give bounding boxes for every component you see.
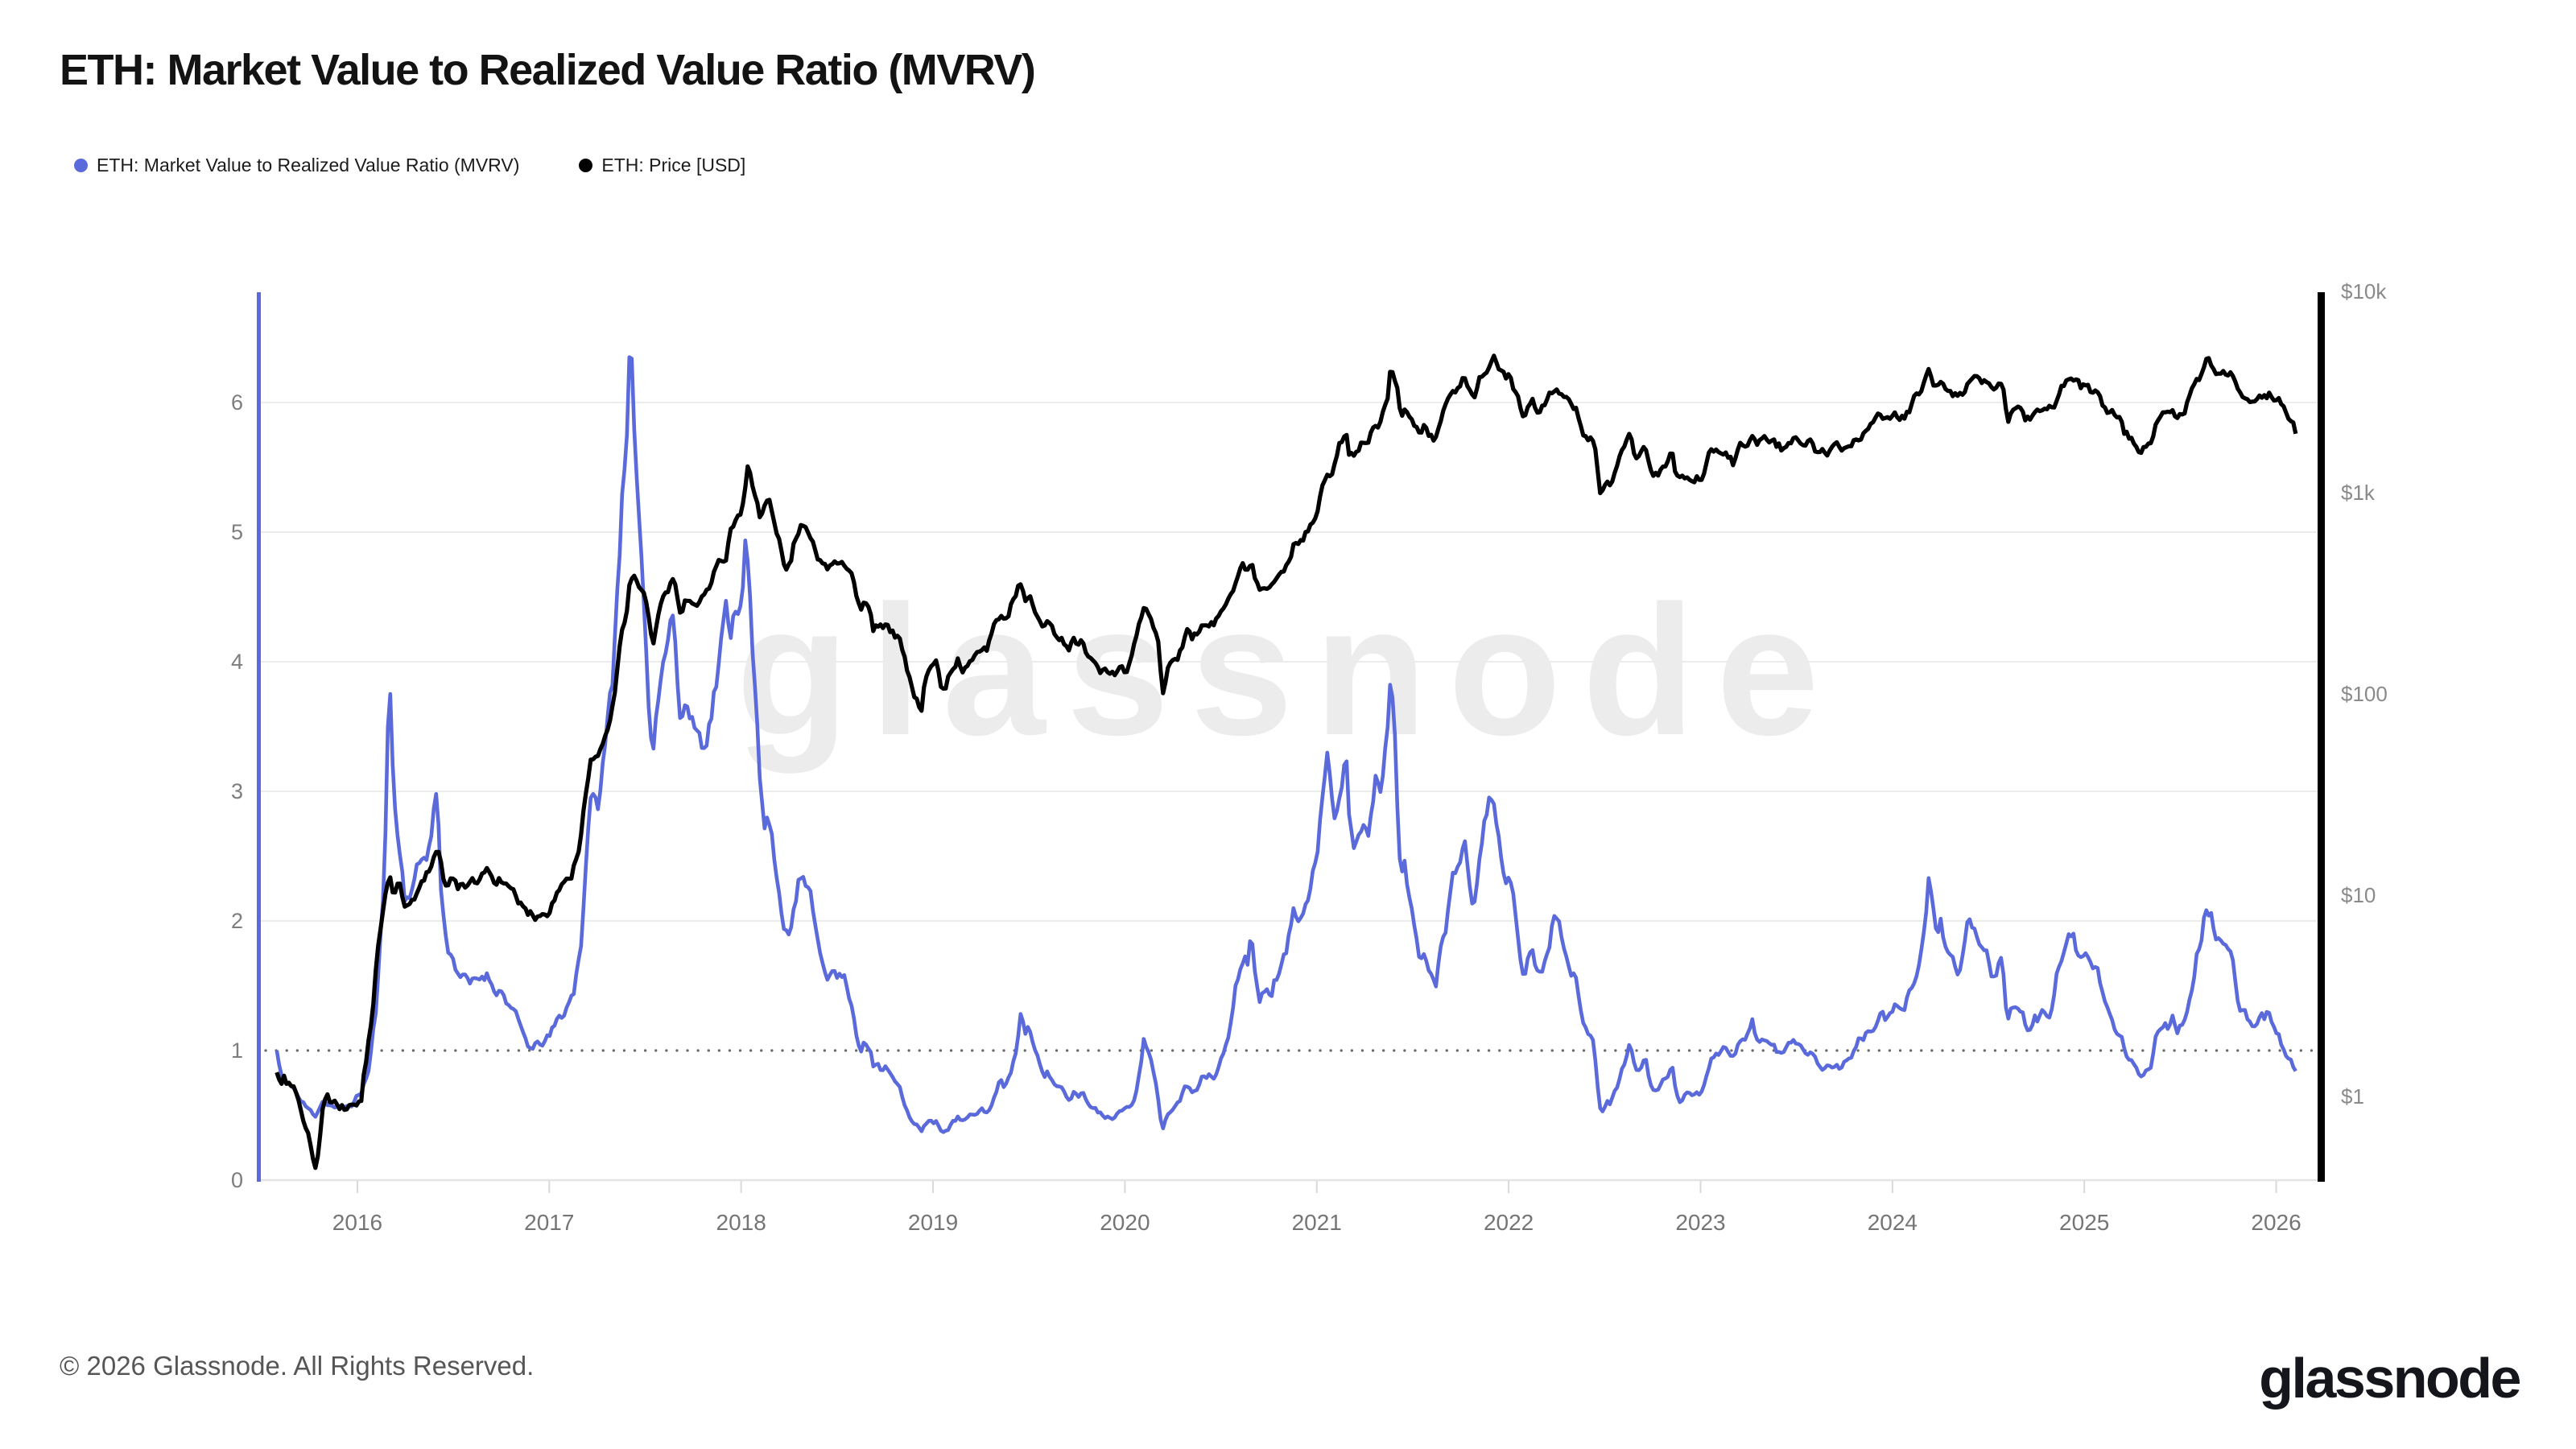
chart-title: ETH: Market Value to Realized Value Rati…: [60, 46, 1036, 94]
x-tick-label: 2017: [524, 1210, 574, 1235]
x-tick-label: 2018: [716, 1210, 766, 1235]
x-tick-label: 2023: [1675, 1210, 1725, 1235]
price-line: [275, 353, 2298, 1170]
y-right-tick-label: $1: [2341, 1084, 2364, 1108]
y-left-tick-label: 0: [231, 1168, 243, 1192]
legend-label-price: ETH: Price [USD]: [601, 155, 746, 175]
y-left-tick-label: 5: [231, 520, 243, 544]
x-tick-label: 2020: [1100, 1210, 1150, 1235]
x-tick-label: 2024: [1868, 1210, 1918, 1235]
x-tick-label: 2016: [332, 1210, 382, 1235]
price-series-dot-icon: [579, 159, 593, 172]
copyright-text: © 2026 Glassnode. All Rights Reserved.: [60, 1351, 535, 1381]
x-tick-label: 2022: [1484, 1210, 1534, 1235]
y-left-tick-label: 2: [231, 909, 243, 933]
legend-label-mvrv: ETH: Market Value to Realized Value Rati…: [97, 155, 520, 175]
legend: ETH: Market Value to Realized Value Rati…: [74, 155, 745, 176]
y-left-tick-label: 3: [231, 779, 243, 803]
y-right-tick-label: $1k: [2341, 481, 2376, 505]
x-tick-label: 2025: [2059, 1210, 2109, 1235]
y-right-tick-label: $10: [2341, 883, 2376, 907]
mvrv-line: [275, 355, 2297, 1134]
y-left-tick-label: 6: [231, 390, 243, 415]
y-left-tick-label: 4: [231, 650, 243, 674]
x-tick-label: 2026: [2251, 1210, 2301, 1235]
legend-item-mvrv[interactable]: ETH: Market Value to Realized Value Rati…: [74, 155, 519, 176]
mvrv-series-dot-icon: [74, 159, 88, 172]
y-right-tick-label: $100: [2341, 682, 2388, 706]
y-right-tick-label: $10k: [2341, 279, 2387, 303]
glassnode-logo: glassnode: [2259, 1347, 2521, 1410]
x-tick-label: 2021: [1292, 1210, 1342, 1235]
legend-item-price[interactable]: ETH: Price [USD]: [579, 155, 745, 176]
y-left-tick-label: 1: [231, 1038, 243, 1063]
x-tick-label: 2019: [908, 1210, 958, 1235]
glassnode-watermark: glassnode: [736, 567, 1840, 774]
